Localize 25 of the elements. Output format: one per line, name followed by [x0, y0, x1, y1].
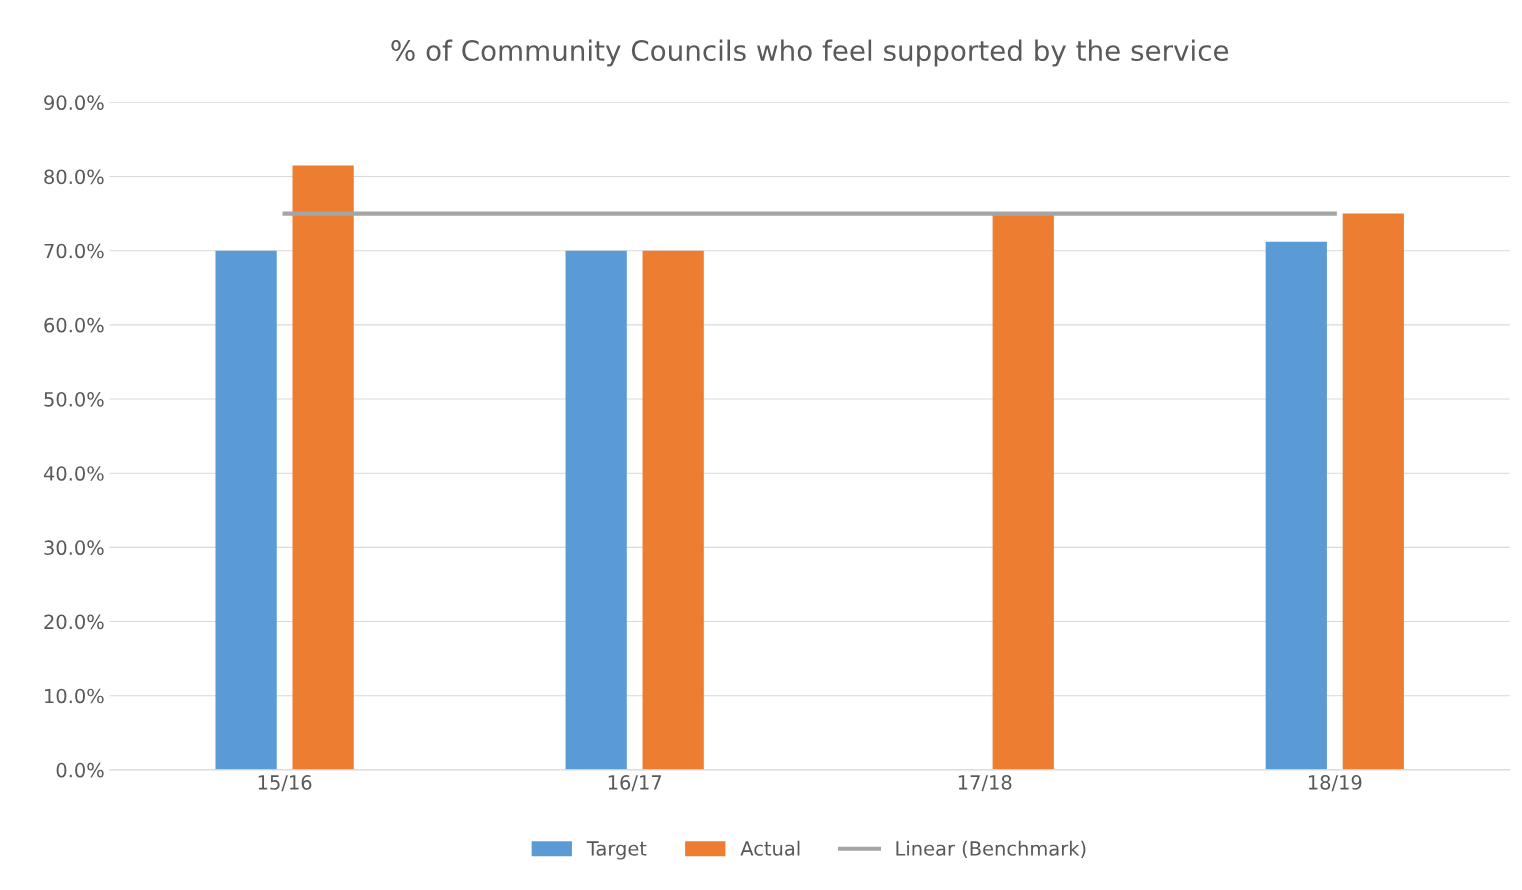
x-tick-label: 17/18: [958, 775, 1012, 792]
x-tick-label: 16/17: [608, 775, 662, 792]
legend-label: Target: [586, 841, 647, 860]
y-tick-label: 40.0%: [43, 466, 104, 481]
bar: [292, 165, 354, 770]
y-tick-label: 80.0%: [44, 169, 104, 185]
bar: [1265, 241, 1327, 770]
x-tick-label: 15/16: [258, 775, 312, 792]
bar: [992, 213, 1054, 770]
y-tick-label: 20.0%: [44, 614, 104, 630]
y-tick-label: 10.0%: [45, 688, 104, 704]
y-tick-label: 60.0%: [44, 317, 104, 333]
chart-title: % of Community Councils who feel supported by the service: [391, 39, 1229, 67]
legend-label: Actual: [740, 840, 800, 856]
legend-label: Linear (Benchmark): [896, 840, 1086, 859]
y-tick-label: 0.0%: [56, 762, 104, 778]
bar: [565, 250, 627, 770]
bar: [215, 250, 277, 770]
y-tick-label: 90.0%: [44, 95, 104, 111]
y-tick-label: 30.0%: [44, 540, 104, 556]
x-tick-label: 18/19: [1308, 775, 1362, 792]
y-tick-label: 50.0%: [44, 391, 104, 407]
bar: [642, 250, 704, 770]
bar: [1342, 213, 1404, 770]
y-tick-label: 70.0%: [44, 243, 104, 259]
